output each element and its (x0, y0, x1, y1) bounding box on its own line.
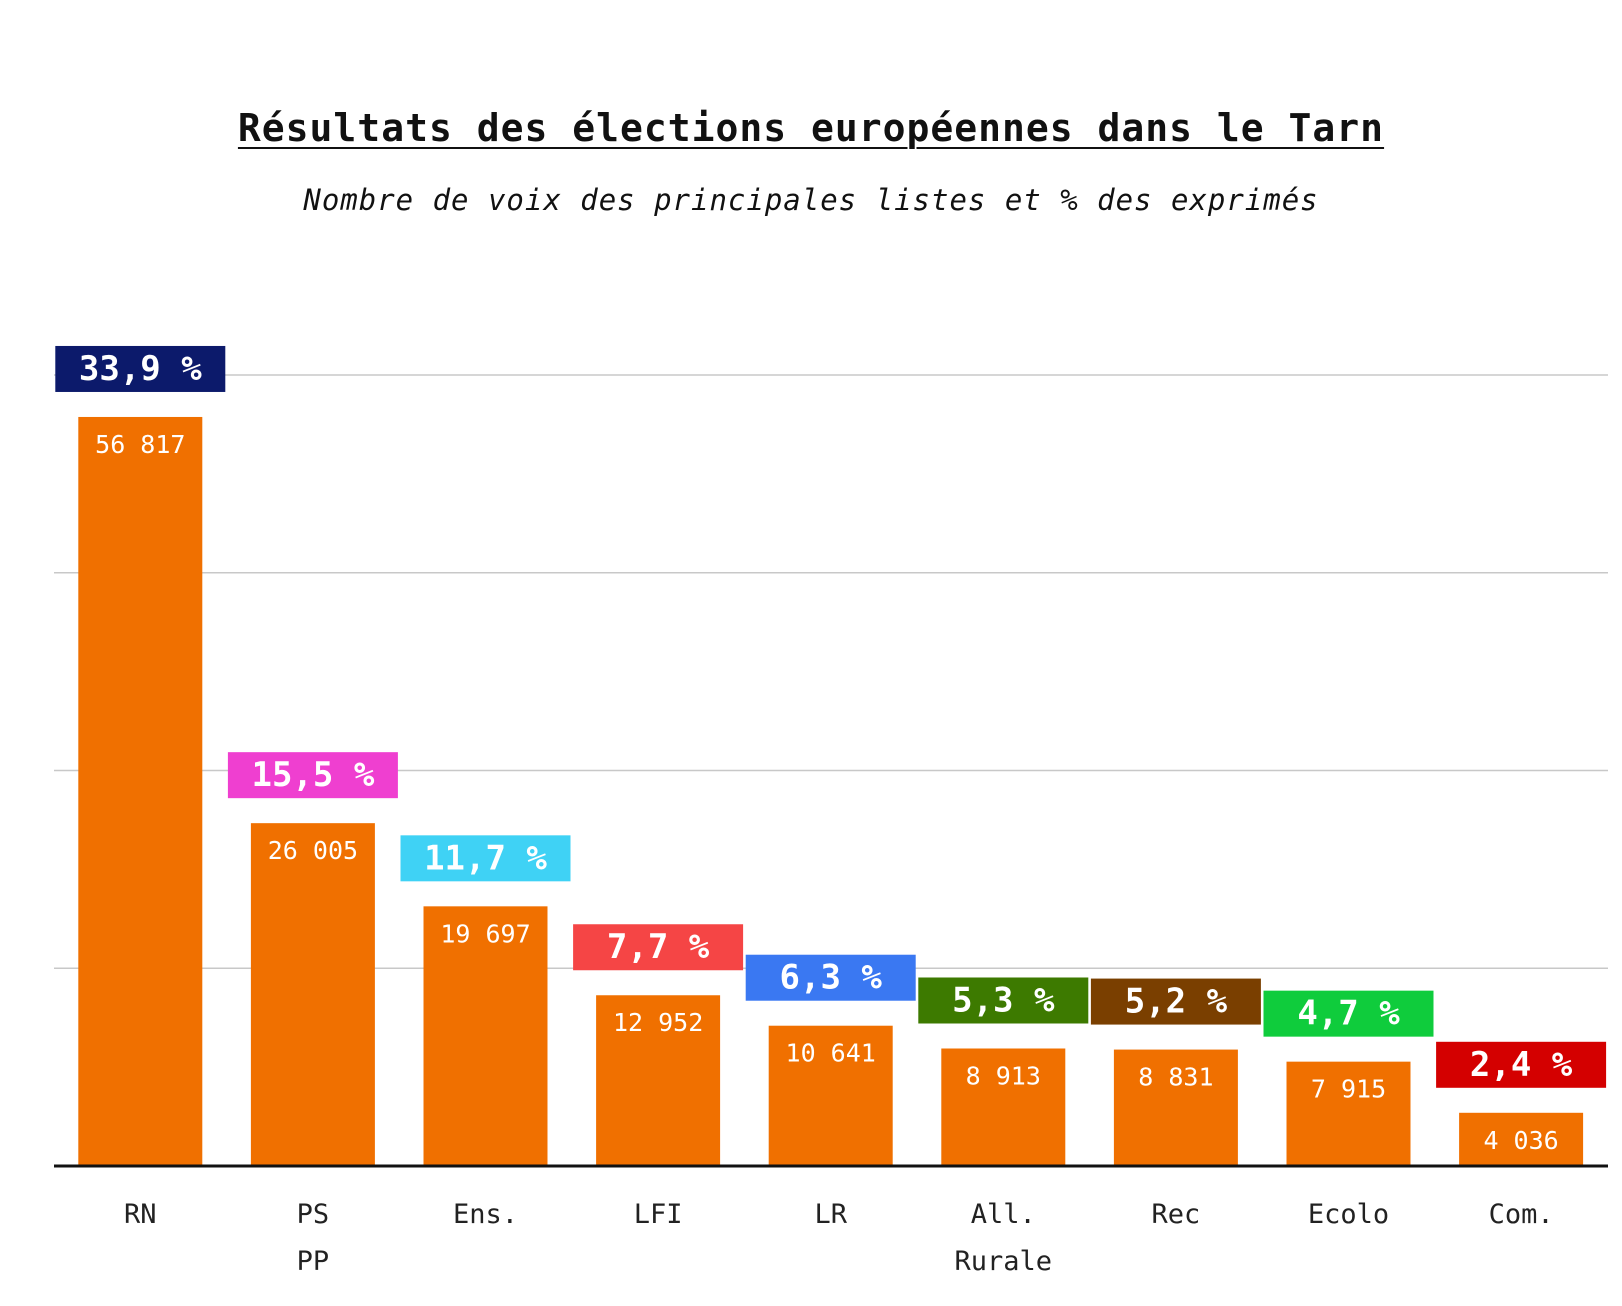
category-label: LFI (634, 1199, 683, 1230)
bar (78, 416, 203, 1167)
bar-value-label: 12 952 (613, 1008, 703, 1037)
percent-badge (227, 752, 398, 799)
category-label: PS (297, 1199, 330, 1230)
bar-value-label: 26 005 (268, 836, 358, 865)
category-label: Rec (1152, 1199, 1201, 1230)
chart-subtitle: Nombre de voix des principales listes et… (303, 183, 1319, 217)
percent-label: 11,7 % (424, 838, 547, 878)
bar-value-label: 10 641 (786, 1039, 876, 1068)
bars: 56 817 33,9 % 26 005 15,5 % 19 697 11,7 % 12 9… (55, 345, 1607, 1167)
category-label: RN (124, 1199, 157, 1230)
category-label: PP (297, 1246, 330, 1277)
category-label: Ecolo (1308, 1199, 1389, 1230)
percent-badge (1090, 978, 1261, 1025)
bar (250, 823, 375, 1166)
bar-value-label: 4 036 (1483, 1126, 1558, 1155)
percent-badge (745, 954, 916, 1001)
bar-value-label: 8 913 (966, 1061, 1041, 1090)
category-label: Ens. (453, 1199, 518, 1230)
category-label: LR (814, 1199, 847, 1230)
bar (596, 995, 721, 1166)
percent-badge (55, 345, 226, 392)
percent-badge (918, 977, 1089, 1024)
percent-badge (1263, 990, 1434, 1037)
percent-label: 5,2 % (1125, 982, 1228, 1022)
bar-value-label: 7 915 (1311, 1075, 1386, 1104)
percent-label: 6,3 % (780, 958, 883, 998)
bar (1113, 1049, 1238, 1166)
category-labels: RN PS PP Ens. LFI LR All. Rurale Rec Ecolo Com. (124, 1199, 1554, 1277)
bar-value-label: 56 817 (95, 430, 185, 459)
percent-label: 4,7 % (1297, 994, 1400, 1034)
category-label: Rurale (955, 1246, 1053, 1277)
bar (1286, 1061, 1411, 1166)
bar (1459, 1112, 1584, 1166)
percent-label: 15,5 % (251, 755, 374, 795)
percent-badge (400, 835, 571, 882)
percent-badge (573, 924, 744, 971)
category-label: Com. (1489, 1199, 1554, 1230)
category-label: All. (971, 1199, 1036, 1230)
bar (768, 1025, 893, 1166)
bar-value-label: 19 697 (440, 919, 530, 948)
percent-badge (1436, 1041, 1607, 1088)
percent-label: 2,4 % (1470, 1045, 1573, 1085)
bar (423, 906, 548, 1166)
percent-label: 5,3 % (952, 980, 1055, 1020)
bar (941, 1048, 1066, 1166)
percent-label: 7,7 % (607, 927, 710, 967)
bar-value-label: 8 831 (1138, 1063, 1213, 1092)
chart-title: Résultats des élections européennes dans… (237, 106, 1385, 150)
percent-label: 33,9 % (79, 349, 202, 389)
